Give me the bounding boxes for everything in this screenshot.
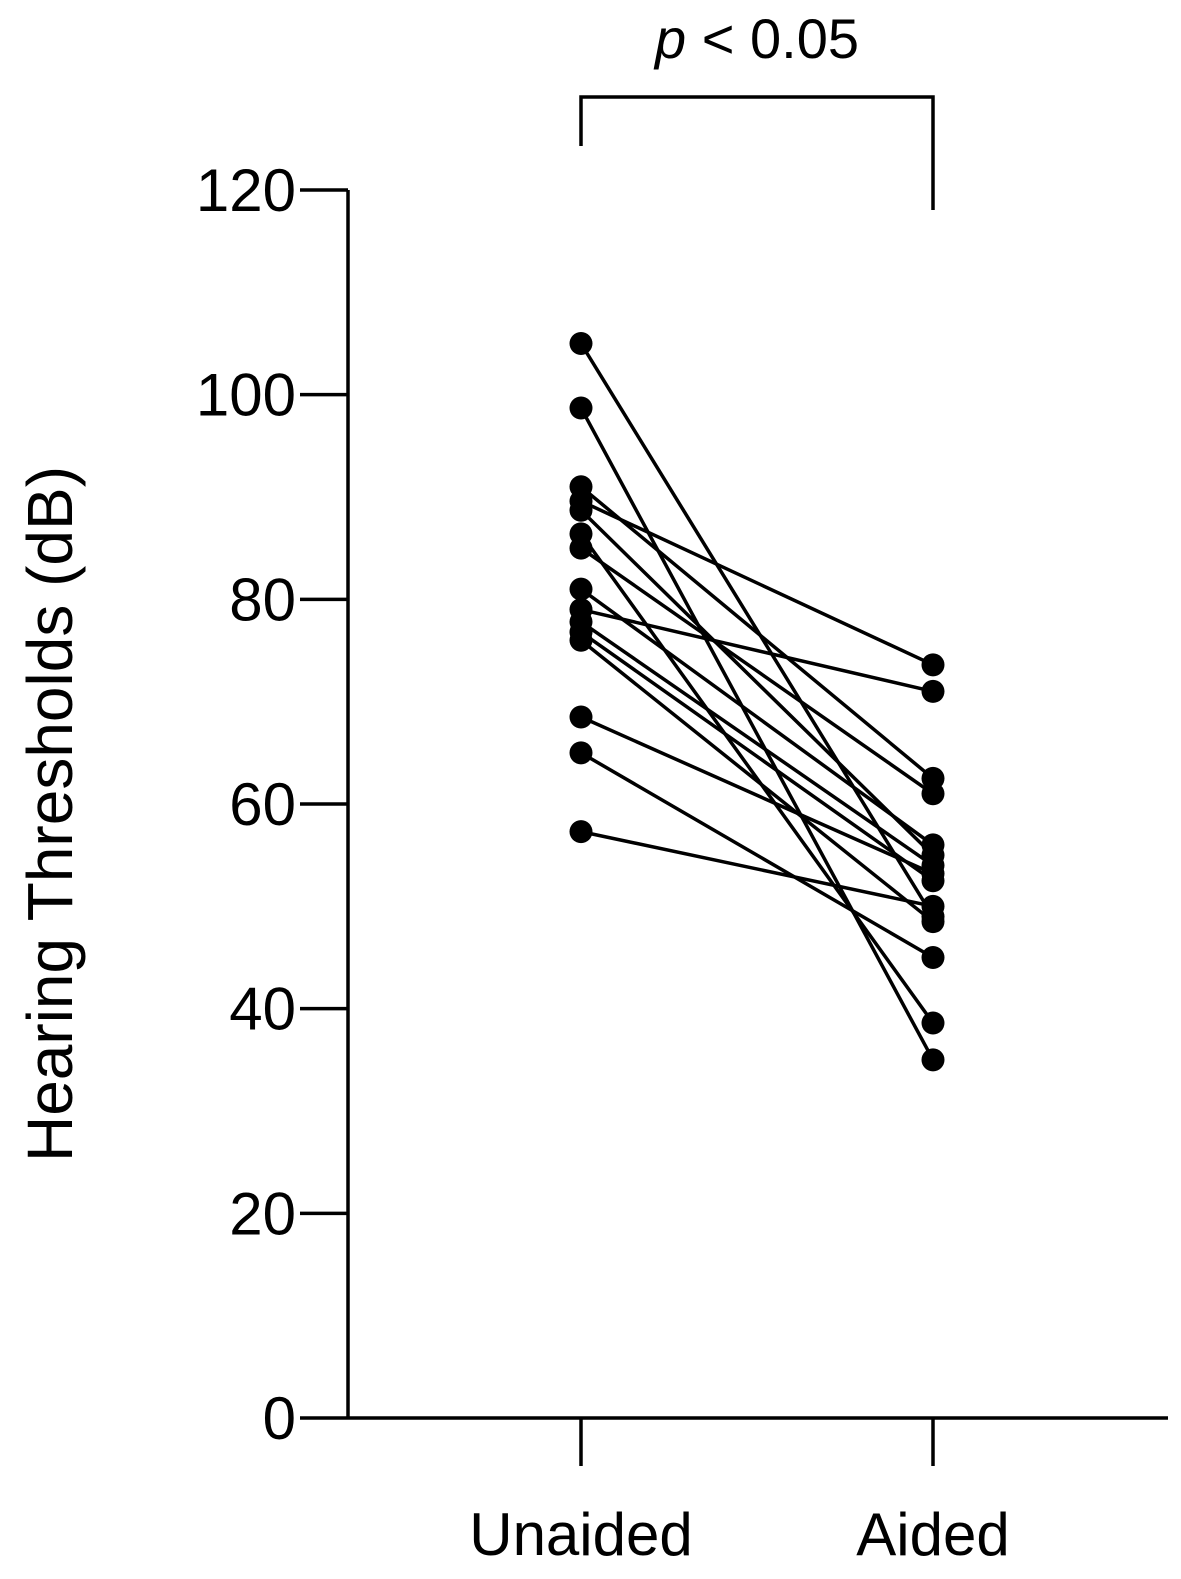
axes: 0 20 40 60 80 100 120 Unaided Aided Hearing Thres…: [14, 157, 1168, 1568]
point-aided-6: [921, 1011, 945, 1035]
y-tick-label-40: 40: [229, 976, 296, 1043]
y-tick-label-100: 100: [196, 362, 296, 429]
pair-line-11: [579, 630, 935, 883]
point-unaided-7: [569, 536, 593, 560]
pair-line-10: [580, 620, 934, 867]
point-unaided-15: [569, 820, 593, 844]
y-axis-title: Hearing Thresholds (dB): [14, 466, 86, 1162]
y-tick-label-120: 120: [196, 157, 296, 224]
y-tick-label-20: 20: [229, 1180, 296, 1247]
x-tick-label-aided: Aided: [856, 1501, 1009, 1568]
y-tick-label-80: 80: [229, 566, 296, 633]
point-aided-7: [921, 782, 945, 806]
pair-line-1: [579, 342, 935, 918]
pair-line-7: [579, 546, 935, 796]
point-aided-13: [921, 862, 945, 886]
pair-line-9: [580, 607, 934, 694]
point-unaided-5: [569, 498, 593, 522]
pair-line-13: [580, 715, 934, 876]
point-unaided-2: [569, 396, 593, 420]
pair-line-6: [579, 532, 935, 1025]
pair-line-14: [580, 751, 934, 960]
paired-lines: [579, 342, 935, 1061]
pair-line-12: [579, 638, 935, 924]
pair-line-3: [579, 485, 935, 780]
x-tick-label-unaided: Unaided: [469, 1501, 693, 1568]
pair-line-15: [580, 829, 934, 909]
pair-line-5: [579, 509, 935, 857]
pair-line-8: [579, 587, 935, 847]
point-unaided-12: [569, 628, 593, 652]
pair-line-4: [580, 499, 934, 667]
point-unaided-13: [569, 705, 593, 729]
significance-bracket: [579, 95, 935, 210]
point-aided-8: [921, 833, 945, 857]
significance-label: p < 0.05: [653, 7, 859, 70]
point-unaided-1: [569, 332, 593, 355]
point-aided-15: [921, 894, 945, 918]
point-aided-4: [921, 653, 945, 677]
point-unaided-8: [569, 577, 593, 601]
significance-annotation: p < 0.05: [579, 7, 935, 210]
data-points: [569, 332, 945, 1072]
point-aided-9: [921, 679, 945, 703]
p-symbol: p: [653, 7, 686, 70]
point-aided-14: [921, 946, 945, 969]
p-comparison: < 0.05: [686, 7, 859, 70]
y-tick-label-0: 0: [263, 1385, 296, 1452]
y-tick-label-60: 60: [229, 771, 296, 838]
point-unaided-14: [569, 741, 593, 765]
pair-line-2: [579, 407, 935, 1061]
point-aided-2: [921, 1048, 945, 1072]
